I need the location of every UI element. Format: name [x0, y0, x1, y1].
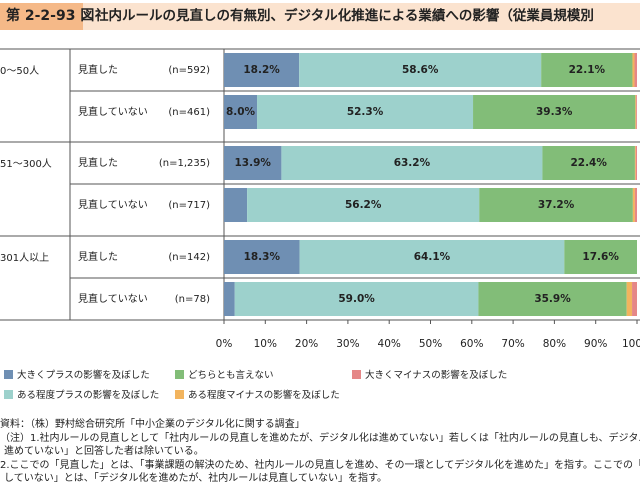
x-tick-label: 30%	[336, 338, 359, 350]
bar-segment	[636, 95, 637, 129]
bar-value-label: 37.2%	[538, 199, 575, 211]
row-label: 見直した	[78, 250, 118, 263]
x-tick-label: 40%	[378, 338, 401, 350]
bar-value-label: 22.4%	[570, 157, 607, 169]
bar-value-label: 18.3%	[244, 251, 281, 263]
x-tick-label: 20%	[295, 338, 318, 350]
bar-segment	[542, 146, 635, 180]
legend-item-neutral: どちらとも言えない	[175, 370, 274, 381]
bar-value-label: 8.0%	[226, 106, 256, 118]
row-n-label: (n=461)	[168, 107, 210, 118]
x-tick-label: 10%	[254, 338, 277, 350]
bar-segment	[299, 240, 565, 274]
legend-swatch-large-plus	[4, 370, 13, 379]
bar-segment	[626, 282, 633, 316]
bar-segment	[224, 95, 258, 129]
x-tick-label: 0%	[216, 338, 233, 350]
bar-segment	[635, 146, 637, 180]
x-tick-label: 60%	[460, 338, 483, 350]
note-2-line-1: 2.ここでの「見直した」とは、「事業課題の解決のため、社内ルールの見直しを進め、…	[0, 459, 640, 471]
legend-label-some-plus: ある程度プラスの影響を及ぼした	[17, 390, 160, 401]
bar-segment	[634, 53, 637, 87]
legend-swatch-large-minus	[352, 370, 361, 379]
row-n-label: (n=142)	[168, 252, 210, 263]
bar-value-label: 63.2%	[394, 157, 431, 169]
bar-segment	[541, 53, 633, 87]
legend-item-large-plus: 大きくプラスの影響を及ぼした	[4, 370, 150, 381]
row-label: 見直していない	[78, 105, 148, 118]
bar-value-label: 35.9%	[534, 293, 571, 305]
legend-swatch-some-minus	[175, 390, 184, 399]
row-label: 見直していない	[78, 198, 148, 211]
legend-label-some-minus: ある程度マイナスの影響を及ぼした	[188, 390, 340, 401]
bar-segment	[299, 53, 542, 87]
legend-swatch-neutral	[175, 370, 184, 379]
bar-segment	[635, 95, 637, 129]
bar-segment	[257, 95, 474, 129]
bar-segment	[281, 146, 543, 180]
figure-title-bar: 第 2-2-93 図 社内ルールの見直しの有無別、デジタル化推進による業績への影…	[0, 3, 640, 30]
bar-value-label: 18.2%	[243, 64, 280, 76]
x-tick-label: 50%	[419, 338, 442, 350]
figure-title: 社内ルールの見直しの有無別、デジタル化推進による業績への影響（従業員規模別	[95, 8, 594, 24]
group-label: 301人以上	[0, 252, 49, 264]
bar-segment	[473, 95, 636, 129]
note-2-line-2: していない」とは、「デジタル化を進めたが、社内ルールは見直していない」を指す。	[4, 473, 387, 484]
bar-segment	[632, 188, 635, 222]
bar-value-label: 64.1%	[414, 251, 451, 263]
bar-segment	[224, 282, 235, 316]
row-label: 見直していない	[78, 292, 148, 305]
legend-label-neutral: どちらとも言えない	[188, 370, 274, 381]
bar-value-label: 56.2%	[345, 199, 382, 211]
row-n-label: (n=717)	[168, 200, 210, 211]
stacked-bar-chart: 0～50人 見直した (n=592) 18.2% 58.6% 22.1%見直していない (n…	[0, 48, 640, 350]
bar-value-label: 22.1%	[569, 64, 606, 76]
figure-number: 第 2-2-93 図	[0, 3, 94, 30]
legend-label-large-plus: 大きくプラスの影響を及ぼした	[17, 370, 150, 381]
legend-swatch-some-plus	[4, 390, 13, 399]
legend-item-some-minus: ある程度マイナスの影響を及ぼした	[175, 390, 340, 401]
bar-segment	[632, 53, 635, 87]
bar-segment	[224, 188, 248, 222]
x-tick-label: 80%	[543, 338, 566, 350]
bar-segment	[634, 146, 636, 180]
bar-segment	[478, 282, 627, 316]
note-1-line-1: （注）1.社内ルールの見直しとして「社内ルールの見直しを進めたが、デジタル化は進…	[0, 432, 640, 444]
chart-legend: 大きくプラスの影響を及ぼした ある程度プラスの影響を及ぼした どちらとも言えない…	[0, 368, 640, 408]
x-tick-label: 70%	[501, 338, 524, 350]
group-label: 0～50人	[0, 65, 39, 77]
note-1-line-2: 進めていない」と回答した者は除いている。	[4, 446, 204, 457]
bar-value-label: 17.6%	[582, 251, 619, 263]
bar-value-label: 59.0%	[338, 293, 375, 305]
note-source: 資料：（株）野村総合研究所「中小企業のデジタル化に関する調査」	[0, 419, 305, 430]
bar-segment	[632, 282, 637, 316]
bar-segment	[634, 188, 637, 222]
legend-item-some-plus: ある程度プラスの影響を及ぼした	[4, 390, 159, 401]
bar-segment	[224, 240, 300, 274]
bar-value-label: 13.9%	[234, 157, 271, 169]
bar-value-label: 52.3%	[347, 106, 384, 118]
bar-value-label: 39.3%	[536, 106, 573, 118]
source-notes: 資料：（株）野村総合研究所「中小企業のデジタル化に関する調査」 （注）1.社内ル…	[0, 418, 640, 486]
x-tick-label: 100%	[622, 338, 640, 350]
row-n-label: (n=1,235)	[159, 158, 210, 169]
bar-segment	[224, 146, 282, 180]
row-n-label: (n=78)	[175, 294, 210, 305]
legend-label-large-minus: 大きくマイナスの影響を及ぼした	[365, 370, 508, 381]
group-label: 51～300人	[0, 158, 52, 170]
legend-item-large-minus: 大きくマイナスの影響を及ぼした	[352, 370, 507, 381]
bar-segment	[234, 282, 479, 316]
x-tick-label: 90%	[584, 338, 607, 350]
row-label: 見直した	[78, 63, 118, 76]
bar-segment	[224, 53, 300, 87]
row-n-label: (n=592)	[168, 65, 210, 76]
bar-segment	[247, 188, 480, 222]
bar-value-label: 58.6%	[402, 64, 439, 76]
row-label: 見直した	[78, 156, 118, 169]
bar-segment	[564, 240, 637, 274]
bar-segment	[479, 188, 633, 222]
